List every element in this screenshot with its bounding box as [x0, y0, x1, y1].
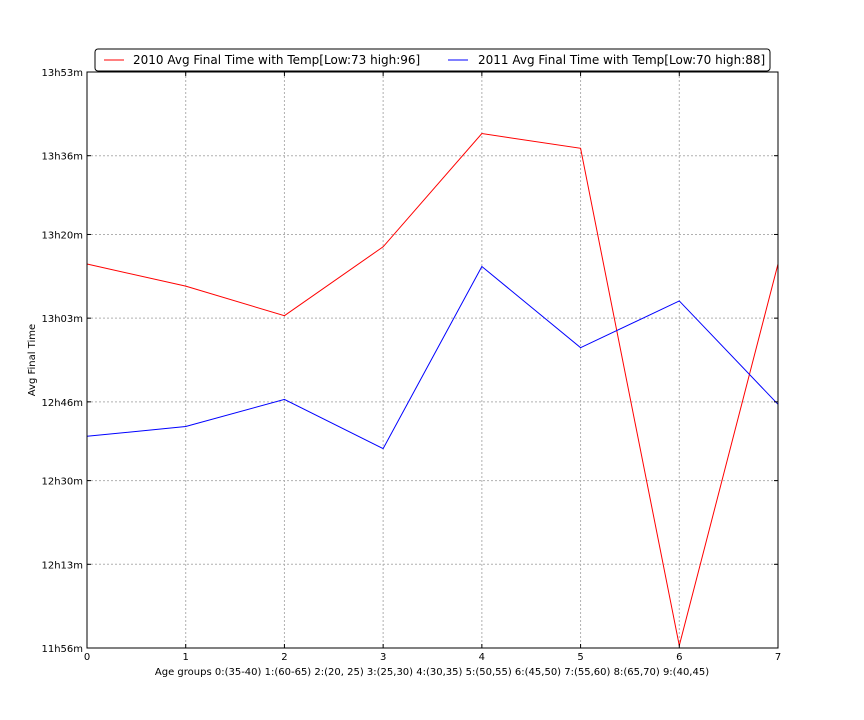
y-tick-label: 11h56m	[41, 644, 83, 655]
x-tick-label: 1	[183, 652, 189, 663]
y-tick-label: 13h36m	[41, 152, 83, 163]
y-tick-label: 13h53m	[41, 68, 83, 79]
series-line-2010	[86, 133, 779, 646]
x-tick-label: 7	[775, 652, 781, 663]
y-tick-label: 12h13m	[41, 560, 83, 571]
y-tick-label: 12h46m	[41, 398, 83, 409]
x-axis-label: Age groups 0:(35-40) 1:(60-65) 2:(20, 25…	[155, 667, 709, 678]
x-tick-label: 4	[479, 652, 485, 663]
x-tick-label: 6	[676, 652, 682, 663]
legend: 2010 Avg Final Time with Temp[Low:73 hig…	[94, 48, 771, 72]
series-line-2011	[86, 265, 779, 450]
y-tick-label: 12h30m	[41, 477, 83, 488]
y-axis-label: Avg Final Time	[27, 324, 38, 396]
legend-label-2010: 2010 Avg Final Time with Temp[Low:73 hig…	[133, 53, 420, 67]
legend-box	[94, 48, 771, 72]
x-tick-label: 0	[84, 652, 90, 663]
x-tick-label: 3	[380, 652, 386, 663]
plot-area-frame	[86, 71, 779, 649]
grid-lines	[87, 72, 778, 648]
x-tick-label: 5	[577, 652, 583, 663]
y-tick-label: 13h03m	[41, 314, 83, 325]
series-lines	[86, 133, 779, 646]
x-tick-label: 2	[281, 652, 287, 663]
axis-ticks: 0 1 2 3 4 5 6 7 11h56m 12h13m 12h30m 12h46m 13h03m 13…	[41, 68, 781, 663]
y-tick-label: 13h20m	[41, 230, 83, 241]
legend-label-2011: 2011 Avg Final Time with Temp[Low:70 hig…	[478, 53, 765, 67]
